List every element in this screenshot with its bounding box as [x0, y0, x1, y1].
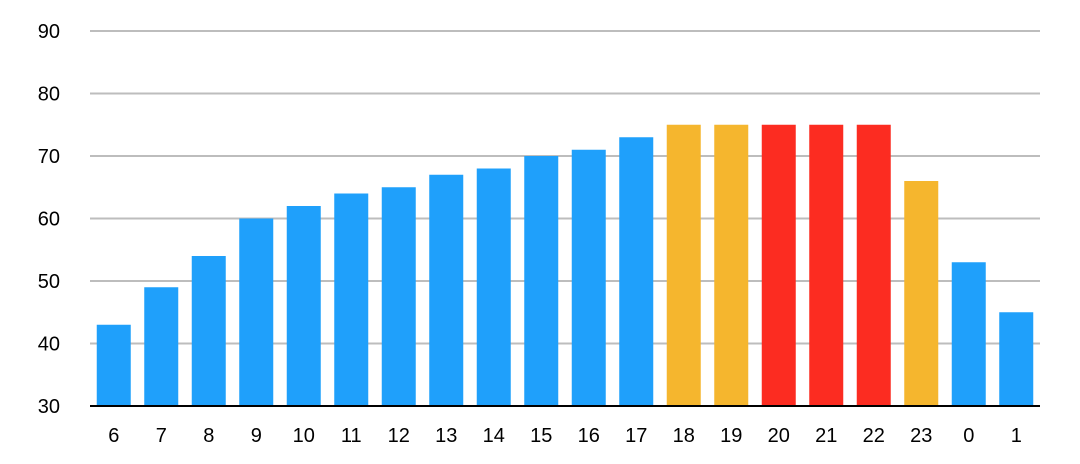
y-tick-label: 40 — [38, 334, 60, 356]
bar-12 — [381, 187, 416, 406]
bar-16 — [571, 149, 606, 406]
bar-10 — [286, 206, 321, 406]
x-tick-label: 7 — [156, 425, 167, 447]
gridlines — [90, 30, 1040, 345]
x-tick-label: 18 — [673, 425, 695, 447]
bar-21 — [809, 124, 844, 406]
x-tick-label: 10 — [293, 425, 315, 447]
x-axis-tick-labels: 6 7 8 9 10 11 12 13 14 15 16 17 18 19 20 21 22 23 0 1 — [108, 425, 1022, 447]
x-tick-label: 19 — [720, 425, 742, 447]
bar-22 — [856, 124, 891, 406]
bar-17 — [619, 137, 654, 406]
x-tick-label: 13 — [435, 425, 457, 447]
x-tick-label: 1 — [1011, 425, 1022, 447]
bar-13 — [429, 174, 464, 406]
bar-15 — [524, 156, 559, 406]
x-tick-label: 21 — [815, 425, 837, 447]
bar-14 — [476, 168, 511, 406]
y-tick-label: 90 — [38, 21, 60, 43]
x-tick-label: 0 — [963, 425, 974, 447]
x-tick-label: 14 — [483, 425, 505, 447]
x-tick-label: 11 — [341, 425, 362, 447]
y-axis-tick-labels: 30 40 50 60 70 80 90 — [38, 21, 60, 418]
x-tick-label: 16 — [578, 425, 600, 447]
bar-23 — [904, 181, 939, 406]
x-tick-label: 22 — [863, 425, 885, 447]
y-tick-label: 80 — [38, 84, 60, 106]
x-tick-label: 9 — [251, 425, 262, 447]
x-tick-label: 20 — [768, 425, 790, 447]
bar-6 — [96, 324, 131, 406]
bar-20 — [761, 124, 796, 406]
bar-0 — [951, 262, 986, 406]
y-tick-label: 70 — [38, 146, 60, 168]
y-tick-label: 50 — [38, 271, 60, 293]
bar-18 — [666, 124, 701, 406]
bar-9 — [239, 218, 274, 406]
y-tick-label: 30 — [38, 396, 60, 418]
bar-7 — [144, 287, 179, 406]
x-tick-label: 15 — [530, 425, 552, 447]
bar-8 — [191, 256, 226, 406]
bars — [96, 124, 1034, 406]
x-tick-label: 8 — [203, 425, 214, 447]
x-tick-label: 6 — [108, 425, 119, 447]
y-tick-label: 60 — [38, 209, 60, 231]
bar-11 — [334, 193, 369, 406]
x-tick-label: 12 — [388, 425, 410, 447]
x-tick-label: 23 — [910, 425, 932, 447]
bar-19 — [714, 124, 749, 406]
bar-1 — [999, 312, 1034, 406]
x-tick-label: 17 — [625, 425, 647, 447]
